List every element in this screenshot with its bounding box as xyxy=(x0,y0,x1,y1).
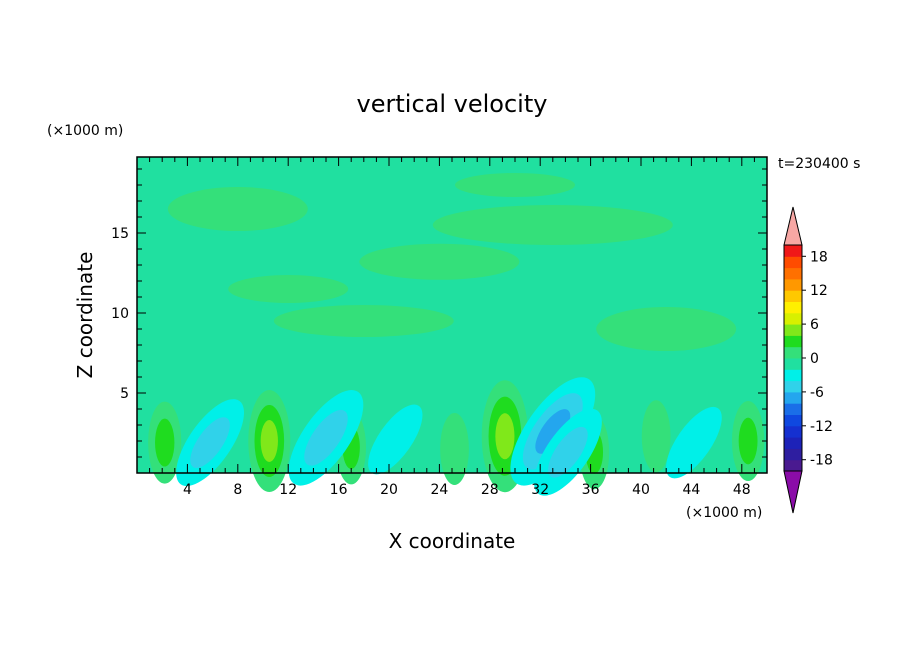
colorbar-segment xyxy=(784,403,802,415)
velocity-cell xyxy=(666,406,722,479)
x-tick-label: 48 xyxy=(733,482,751,498)
velocity-cell xyxy=(731,401,765,481)
weak-updraft-patch xyxy=(228,275,349,303)
contour-band xyxy=(641,400,671,473)
velocity-cell xyxy=(510,377,596,486)
y-unit-label: (×1000 m) xyxy=(47,123,123,139)
contour-band xyxy=(304,409,348,466)
velocity-cell xyxy=(440,413,469,485)
contour-band xyxy=(666,406,722,479)
contour-band xyxy=(368,404,423,475)
colorbar-segment xyxy=(784,278,802,291)
velocity-cell xyxy=(368,404,423,475)
colorbar-tick-label: -18 xyxy=(810,453,833,469)
contour-band xyxy=(155,418,175,467)
weak-updraft-patch xyxy=(273,305,454,337)
colorbar-tick-label: 0 xyxy=(810,351,819,367)
x-tick-label: 16 xyxy=(330,482,348,498)
x-axis: 4 8 12 16 20 24 28 32 36 40 44 48 xyxy=(149,157,755,498)
y-tick-label: 5 xyxy=(120,386,129,402)
colorbar-segment xyxy=(784,312,802,325)
contour-band xyxy=(440,413,469,485)
y-axis-label: Z coordinate xyxy=(73,252,97,379)
x-axis-label: X coordinate xyxy=(389,529,516,553)
colorbar-tick-label: -6 xyxy=(810,385,824,401)
x-tick-label: 20 xyxy=(380,482,398,498)
colorbar-segment xyxy=(784,346,802,359)
velocity-cell xyxy=(248,390,291,492)
y-tick-label: 10 xyxy=(111,306,129,322)
contour-band xyxy=(535,409,571,454)
weak-updraft-patch xyxy=(167,187,308,231)
colorbar-segment xyxy=(784,256,802,269)
colorbar-segment xyxy=(784,425,802,438)
colorbar-tick-label: 12 xyxy=(810,283,828,299)
y-axis: 5 10 15 xyxy=(111,168,767,458)
y-tick-label: 15 xyxy=(111,226,129,242)
x-tick-label: 32 xyxy=(531,482,549,498)
contour-band xyxy=(548,426,588,478)
colorbar: 18 12 6 0 -6 -12 -18 xyxy=(783,206,833,514)
x-tick-label: 40 xyxy=(632,482,650,498)
velocity-cell xyxy=(288,390,364,486)
contour-band xyxy=(190,417,230,468)
weak-updraft-patch xyxy=(359,243,520,280)
colorbar-tick-label: 18 xyxy=(810,249,828,265)
velocity-cell xyxy=(148,401,182,484)
colorbar-segment xyxy=(784,459,802,472)
x-tick-label: 36 xyxy=(582,482,600,498)
colorbar-tick-label: 6 xyxy=(810,317,819,333)
colorbar-segment xyxy=(784,414,802,427)
contour-band xyxy=(738,417,758,465)
colorbar-segment xyxy=(784,448,802,461)
weak-updraft-patch xyxy=(596,307,737,351)
colorbar-under-arrow xyxy=(783,470,803,514)
contour-band xyxy=(260,420,278,462)
colorbar-segment xyxy=(784,335,802,348)
colorbar-segment xyxy=(784,245,802,257)
x-tick-label: 24 xyxy=(430,482,448,498)
x-unit-label: (×1000 m) xyxy=(686,505,762,521)
colorbar-tick-label: -12 xyxy=(810,419,833,435)
x-tick-label: 28 xyxy=(481,482,499,498)
velocity-cell xyxy=(641,400,671,473)
colorbar-segment xyxy=(784,267,802,280)
x-tick-label: 44 xyxy=(682,482,700,498)
x-tick-label: 8 xyxy=(233,482,242,498)
colorbar-segment xyxy=(784,391,802,404)
time-label: t=230400 s xyxy=(778,156,860,172)
velocity-cell xyxy=(176,399,245,487)
x-tick-label: 12 xyxy=(279,482,297,498)
weak-updraft-patch xyxy=(455,173,575,197)
chart-title: vertical velocity xyxy=(357,90,548,118)
colorbar-segment xyxy=(784,324,802,336)
colorbar-segment xyxy=(784,437,802,449)
colorbar-segment xyxy=(784,290,802,302)
colorbar-segment xyxy=(784,301,802,314)
colorbar-segment xyxy=(784,358,802,370)
colorbar-over-arrow xyxy=(783,206,803,246)
contour-band xyxy=(495,413,515,460)
velocity-cell xyxy=(533,408,602,496)
colorbar-segment xyxy=(784,369,802,382)
velocity-field xyxy=(137,157,767,496)
x-tick-label: 4 xyxy=(183,482,192,498)
colorbar-segment xyxy=(784,380,802,393)
weak-updraft-patch xyxy=(432,205,673,245)
